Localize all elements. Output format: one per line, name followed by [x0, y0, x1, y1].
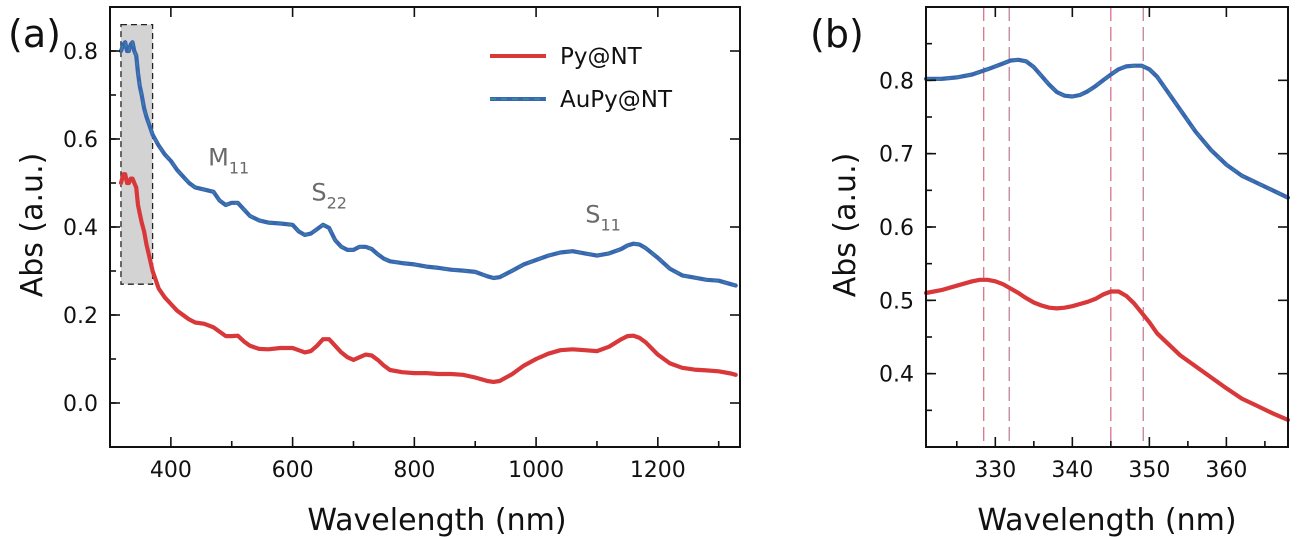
- series-line-aupy-nt: [923, 57, 1291, 200]
- panel-a-x-tick-label: 600: [272, 458, 314, 483]
- panel-a-y-tick-label: 0.0: [63, 392, 98, 417]
- panel-a-label: (a): [8, 12, 61, 56]
- panel-a-y-axis-label: Abs (a.u.): [15, 153, 50, 298]
- panel-a-x-tick-label: 400: [150, 458, 192, 483]
- panel-a-x-tick-label: 800: [393, 458, 435, 483]
- panel-a-y-tick-label: 0.6: [63, 128, 98, 153]
- panel-b-label: (b): [810, 12, 864, 56]
- panel-a-chart: (a) Abs (a.u.) Wavelength (nm) 400 600 800…: [8, 6, 741, 537]
- panel-b-y-tick-label: 0.5: [879, 289, 914, 314]
- panel-b-y-axis-label: Abs (a.u.): [828, 153, 863, 298]
- panel-b-x-tick-label: 340: [1051, 458, 1093, 483]
- panel-a-y-tick-label: 0.2: [63, 304, 98, 329]
- panel-b-chart: (b) Abs (a.u.) Wavelength (nm) 330 340 350…: [810, 6, 1291, 537]
- panel-a-y-tick-label: 0.4: [63, 216, 98, 241]
- series-line-py-nt: [923, 277, 1291, 422]
- series-line-py-nt: [118, 172, 738, 384]
- panel-a-x-axis-label: Wavelength (nm): [307, 503, 566, 537]
- panel-b-y-tick-label: 0.4: [879, 363, 914, 388]
- panel-b-y-tick-label: 0.6: [879, 216, 914, 241]
- series-line-aupy-nt-dash: [926, 59, 1289, 199]
- series-line-aupy-nt-dash: [120, 40, 736, 287]
- panel-b-x-axis-label: Wavelength (nm): [977, 503, 1236, 537]
- legend: Py@NT AuPy@NT: [490, 44, 673, 113]
- panel-a-plot-frame: [109, 6, 741, 448]
- panel-b-x-tick-label: 350: [1128, 458, 1170, 483]
- panel-b-plot-frame: [925, 6, 1289, 448]
- peak-annotation: S22: [311, 179, 347, 213]
- panel-b-x-tick-label: 330: [974, 458, 1016, 483]
- panel-a-x-tick-label: 1200: [630, 458, 686, 483]
- panel-a-y-tick-label: 0.8: [63, 40, 98, 65]
- peak-annotation: S11: [585, 201, 621, 235]
- peak-annotation: M11: [208, 143, 249, 177]
- panel-a-x-tick-label: 1000: [508, 458, 564, 483]
- legend-label-aupy-nt: AuPy@NT: [560, 87, 673, 113]
- panel-b-x-tick-label: 360: [1205, 458, 1247, 483]
- panel-b-y-tick-label: 0.7: [879, 143, 914, 168]
- legend-label-py-nt: Py@NT: [560, 44, 643, 70]
- panel-b-y-tick-label: 0.8: [879, 69, 914, 94]
